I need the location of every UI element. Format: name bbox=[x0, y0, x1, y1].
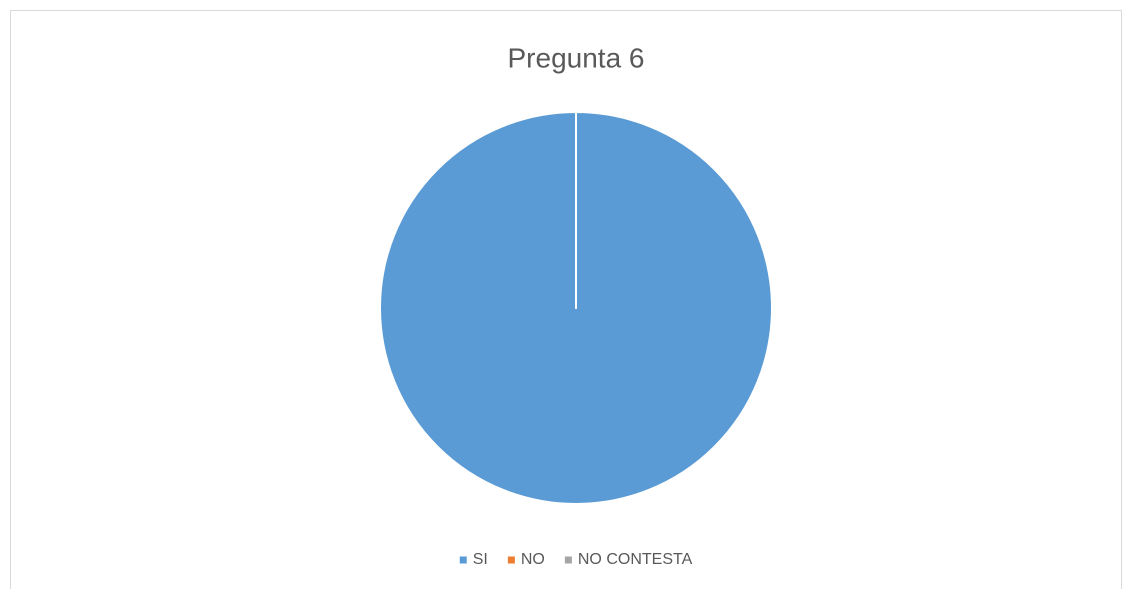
chart-border bbox=[10, 10, 1122, 589]
legend-marker bbox=[564, 556, 572, 564]
legend-marker bbox=[507, 556, 515, 564]
legend-label: SI bbox=[473, 551, 488, 568]
legend-label: NO bbox=[521, 551, 545, 568]
chart-title: Pregunta 6 bbox=[508, 42, 645, 73]
legend-marker bbox=[459, 556, 467, 564]
legend-label: NO CONTESTA bbox=[578, 551, 693, 568]
